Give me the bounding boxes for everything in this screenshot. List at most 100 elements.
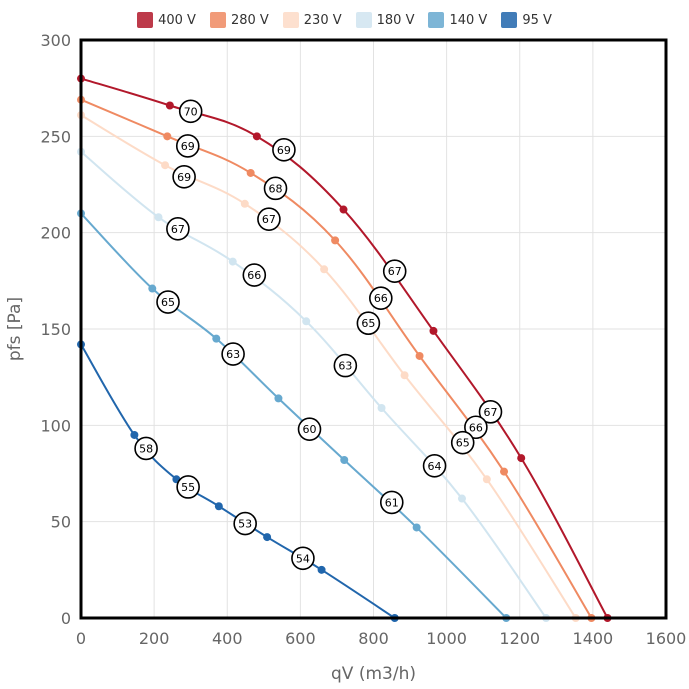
efficiency-label: 66: [247, 269, 261, 282]
legend-swatch: [282, 12, 299, 28]
legend-swatch: [355, 12, 372, 28]
data-point: [148, 284, 157, 293]
efficiency-label: 66: [374, 292, 388, 305]
data-point: [339, 205, 348, 214]
efficiency-label: 68: [269, 182, 283, 195]
efficiency-label-circle: [156, 290, 180, 314]
efficiency-label-circle: [221, 342, 245, 366]
efficiency-label-circle: [175, 134, 200, 158]
efficiency-label-circle: [333, 353, 358, 378]
y-tick-label: 200: [40, 224, 71, 243]
efficiency-label-circle: [263, 176, 288, 201]
legend-swatch: [137, 12, 154, 28]
data-point: [517, 454, 526, 463]
efficiency-label-circle: [172, 164, 196, 189]
efficiency-label: 63: [226, 348, 240, 361]
legend-item: 140 V: [428, 8, 487, 32]
legend-label: 230 V: [303, 12, 342, 28]
efficiency-label: 65: [361, 317, 375, 330]
data-point: [377, 403, 386, 412]
data-point: [302, 317, 311, 326]
efficiency-label: 55: [181, 481, 195, 494]
efficiency-label-circle: [464, 415, 488, 440]
data-point: [400, 371, 409, 380]
legend-item: 230 V: [282, 8, 342, 32]
efficiency-label: 67: [388, 265, 402, 278]
data-point: [457, 494, 466, 503]
efficiency-label: 60: [303, 423, 317, 436]
x-tick-label: 1600: [646, 629, 687, 648]
efficiency-label: 65: [456, 437, 470, 450]
efficiency-label-circle: [478, 400, 503, 424]
efficiency-label-circle: [356, 311, 381, 336]
data-point: [154, 213, 163, 222]
data-point: [331, 236, 340, 245]
plot-border: [79, 38, 668, 620]
efficiency-label: 70: [184, 105, 198, 118]
efficiency-label-circle: [382, 259, 407, 284]
legend-item: 180 V: [355, 8, 414, 32]
efficiency-label: 61: [385, 496, 399, 509]
y-axis-title: pfs [Pa]: [5, 297, 25, 361]
data-point: [214, 502, 223, 511]
efficiency-label: 66: [469, 421, 483, 434]
efficiency-label: 67: [484, 406, 498, 419]
data-point: [240, 199, 249, 208]
x-axis-title: qV (m3/h): [331, 664, 416, 684]
efficiency-label: 69: [277, 144, 291, 157]
y-tick-label: 150: [40, 320, 71, 339]
legend: 400 V 280 V 230 V 180 V 140 V 95 V: [0, 8, 689, 32]
efficiency-label-circle: [257, 207, 281, 231]
data-point: [412, 523, 421, 532]
y-tick-label: 100: [40, 416, 71, 435]
efficiency-label: 58: [139, 442, 153, 455]
efficiency-label-circle: [369, 286, 393, 310]
legend-item: 95 V: [501, 8, 552, 32]
efficiency-label: 53: [238, 518, 252, 531]
y-tick-label: 250: [40, 127, 71, 146]
efficiency-label: 67: [262, 213, 276, 226]
efficiency-label: 64: [428, 460, 442, 473]
efficiency-label-circle: [134, 436, 158, 461]
efficiency-label-circle: [297, 417, 322, 441]
y-tick-label: 50: [51, 513, 71, 532]
data-point: [317, 565, 326, 574]
legend-label: 95 V: [522, 12, 552, 28]
data-point: [228, 257, 237, 266]
data-point: [482, 475, 491, 484]
efficiency-label: 67: [171, 223, 185, 236]
efficiency-label: 54: [296, 552, 310, 565]
legend-label: 280 V: [230, 12, 269, 28]
data-point: [263, 533, 272, 542]
efficiency-label-circle: [178, 99, 203, 124]
efficiency-label-circle: [166, 217, 190, 241]
legend-swatch: [428, 12, 445, 28]
efficiency-label-circle: [176, 475, 200, 499]
series-line-1: [80, 98, 593, 619]
efficiency-label: 63: [338, 360, 352, 373]
legend-item: 400 V: [137, 8, 196, 32]
data-point: [246, 168, 255, 177]
legend-swatch: [209, 12, 226, 28]
data-point: [340, 456, 349, 465]
x-tick-label: 1000: [426, 629, 467, 648]
data-point: [212, 334, 221, 343]
efficiency-label-circle: [450, 430, 475, 455]
efficiency-label: 69: [181, 140, 195, 153]
legend-swatch: [501, 12, 518, 28]
x-tick-label: 1400: [573, 629, 614, 648]
efficiency-label: 65: [161, 296, 175, 309]
x-tick-label: 1200: [499, 629, 540, 648]
data-point: [429, 326, 438, 335]
efficiency-label-circle: [242, 263, 267, 287]
series-line-0: [80, 77, 609, 619]
legend-label: 140 V: [449, 12, 488, 28]
efficiency-label-circle: [233, 511, 257, 536]
data-point: [252, 132, 261, 141]
x-tick-label: 400: [212, 629, 243, 648]
x-tick-label: 0: [76, 629, 86, 648]
x-tick-label: 200: [139, 629, 170, 648]
efficiency-label-circle: [291, 546, 315, 571]
data-point: [320, 265, 329, 274]
